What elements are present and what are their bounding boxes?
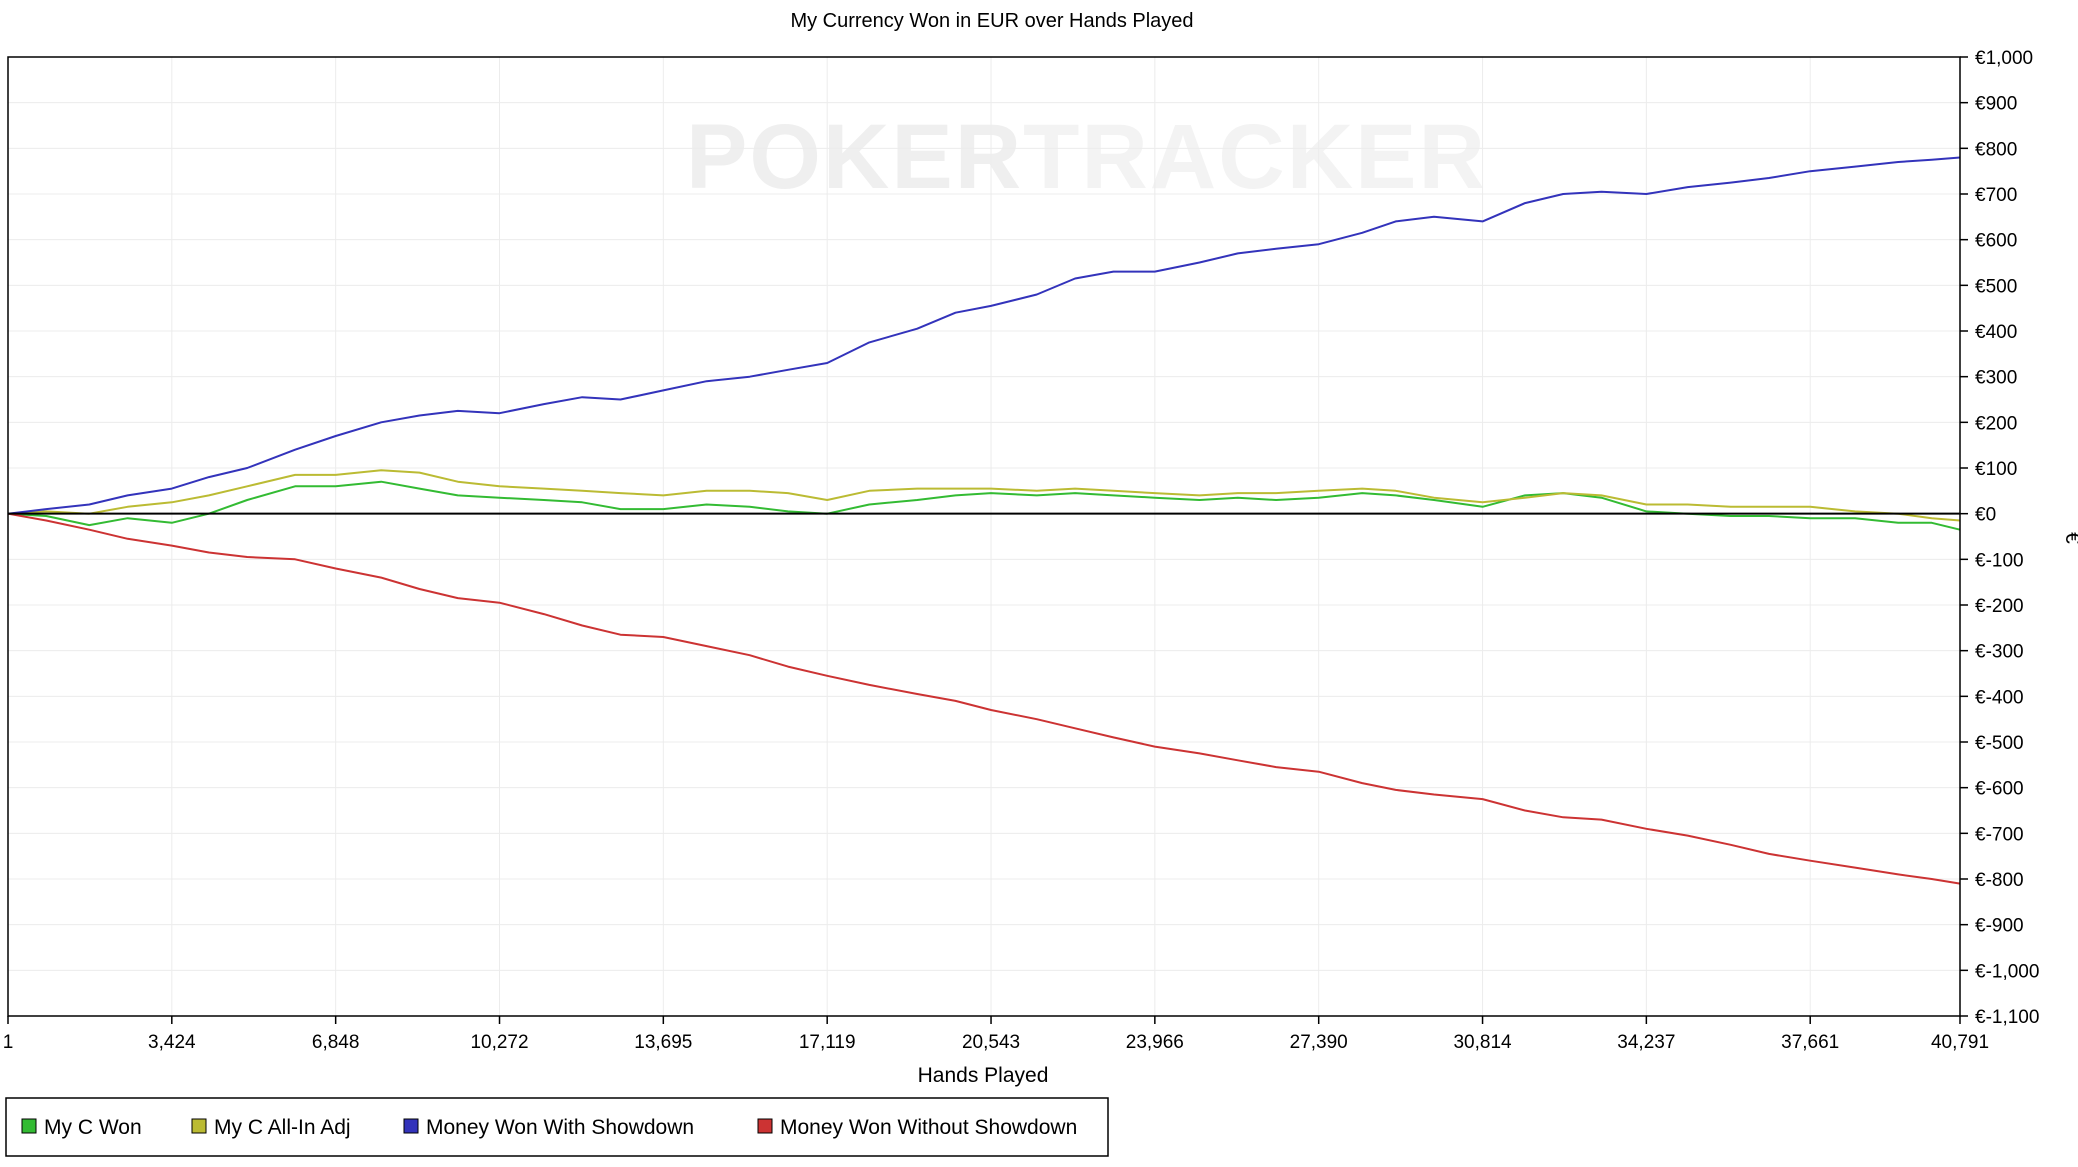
y-tick-label: €-1,100 bbox=[1975, 1007, 2039, 1028]
watermark-part-2: TRACKER bbox=[1023, 106, 1487, 208]
y-tick-label: €100 bbox=[1975, 459, 2017, 480]
y-tick-label: €-600 bbox=[1975, 779, 2024, 800]
x-tick-label: 13,695 bbox=[634, 1032, 692, 1053]
x-tick-label: 27,390 bbox=[1290, 1032, 1348, 1053]
series-line-money-won-with-showdown bbox=[7, 156, 1961, 515]
y-tick-label: €-500 bbox=[1975, 733, 2024, 754]
watermark-text: POKERTRACKER bbox=[686, 106, 1487, 208]
y-tick-label: €400 bbox=[1975, 322, 2017, 343]
y-tick-label: €900 bbox=[1975, 94, 2017, 115]
y-tick-label: €500 bbox=[1975, 276, 2017, 297]
watermark-part-1: POKER bbox=[686, 106, 1023, 208]
x-tick-label: 3,424 bbox=[148, 1032, 196, 1053]
plot-background bbox=[8, 57, 1960, 1016]
plot-area: POKERTRACKER €1,000 €900 €800 €700 €600 €500 €4… bbox=[3, 48, 2040, 1053]
legend-swatch bbox=[757, 1118, 773, 1134]
series-line-my-c-all-in-adj bbox=[7, 469, 1961, 522]
y-tick-label: €-700 bbox=[1975, 824, 2024, 845]
x-tick-label: 37,661 bbox=[1781, 1032, 1839, 1053]
x-tick-label: 30,814 bbox=[1453, 1032, 1512, 1053]
y-tick-label: €-300 bbox=[1975, 642, 2024, 663]
legend: My C Won My C All-In Adj Money Won With Sh… bbox=[5, 1097, 1109, 1157]
legend-swatch bbox=[403, 1118, 419, 1134]
x-tick-label: 17,119 bbox=[799, 1032, 856, 1053]
y-tick-label: €-900 bbox=[1975, 916, 2024, 937]
y-tick-label: €-100 bbox=[1975, 550, 2024, 571]
x-tick-label: 20,543 bbox=[962, 1032, 1020, 1053]
x-axis-title: Hands Played bbox=[918, 1064, 1049, 1087]
legend-label: Money Won Without Showdown bbox=[780, 1116, 1077, 1139]
chart-title: My Currency Won in EUR over Hands Played bbox=[790, 10, 1193, 32]
legend-swatch bbox=[21, 1118, 37, 1134]
y-tick-label: €1,000 bbox=[1975, 48, 2033, 69]
plot-border bbox=[7, 56, 1961, 1017]
y-tick-label: €800 bbox=[1975, 139, 2017, 160]
series-line-my-c-won bbox=[7, 480, 1961, 531]
x-tick-label: 6,848 bbox=[312, 1032, 360, 1053]
y-axis-title: € bbox=[2061, 532, 2078, 544]
x-tick-label: 40,791 bbox=[1931, 1032, 1989, 1053]
y-tick-label: €600 bbox=[1975, 231, 2017, 252]
y-tick-label: €-200 bbox=[1975, 596, 2024, 617]
y-tick-label: €-800 bbox=[1975, 870, 2024, 891]
legend-box bbox=[5, 1097, 1109, 1157]
series-line-money-won-without-showdown bbox=[7, 512, 1961, 885]
x-tick-label: 1 bbox=[3, 1032, 14, 1053]
y-tick-label: €300 bbox=[1975, 368, 2017, 389]
y-tick-label: €-1,000 bbox=[1975, 961, 2039, 982]
legend-label: My C Won bbox=[44, 1116, 142, 1139]
y-tick-label: €-400 bbox=[1975, 687, 2024, 708]
x-tick-label: 23,966 bbox=[1126, 1032, 1184, 1053]
y-tick-label: €700 bbox=[1975, 185, 2017, 206]
legend-swatch bbox=[191, 1118, 207, 1134]
x-tick-label: 34,237 bbox=[1617, 1032, 1675, 1053]
x-tick-label: 10,272 bbox=[470, 1032, 528, 1053]
y-tick-label: €200 bbox=[1975, 413, 2017, 434]
y-tick-label: €0 bbox=[1975, 505, 1996, 526]
legend-label: My C All-In Adj bbox=[214, 1116, 351, 1139]
legend-label: Money Won With Showdown bbox=[426, 1116, 694, 1139]
